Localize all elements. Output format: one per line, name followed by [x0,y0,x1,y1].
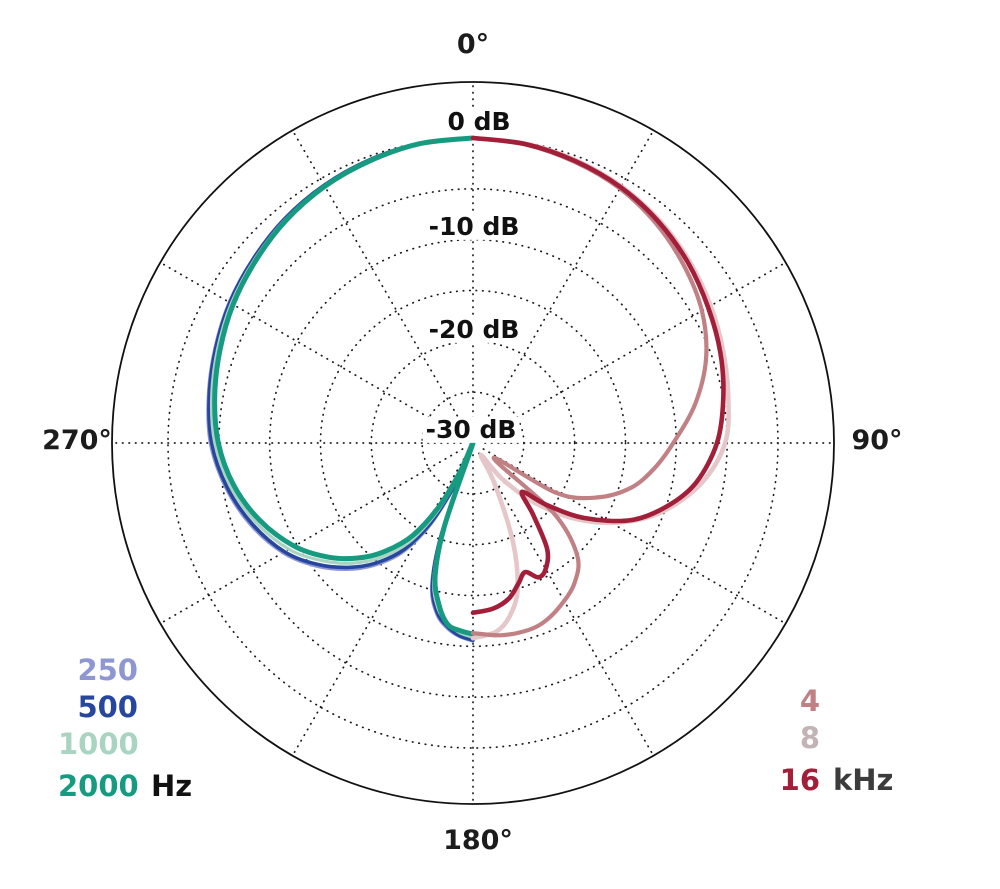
db-label-30: -30 dB [422,416,520,444]
series-curves [206,135,731,643]
angle-label-0: 0° [456,28,490,60]
db-label-0: 0 dB [444,108,514,136]
legend-item-1000: 1000 [58,727,192,764]
grid-spoke-60deg [482,261,787,438]
legend-low-frequencies: 250 500 1000 2000 Hz [58,653,192,806]
db-label-20: -20 dB [425,316,523,344]
legend-label-250: 250 [77,653,138,687]
grid-spoke-30deg [478,129,655,434]
grid-ring--20dB [370,340,576,546]
legend-high-frequencies: 4 8 16 kHz [758,684,894,800]
legend-label-8: 8 [799,721,820,755]
legend-label-16: 16 [779,763,820,797]
legend-label-4: 4 [799,684,820,718]
grid-spoke-330deg [291,129,468,434]
grid-ring--15dB [319,289,627,597]
grid-ring--10dB [268,238,678,648]
legend-item-250: 250 [58,653,192,690]
angle-label-270: 270° [42,424,112,456]
db-label-10: -10 dB [425,213,523,241]
legend-label-2000: 2000 [58,769,139,803]
legend-item-4: 4 [758,684,893,721]
legend-item-2000: 2000 Hz [58,769,192,806]
grid-spoke-300deg [159,261,464,438]
series-curve-2000Hz [212,135,476,637]
angle-label-180: 180° [443,824,513,856]
grid-spoke-120deg [482,448,787,625]
grid-spoke-240deg [159,448,464,625]
legend-item-8: 8 [758,721,893,758]
series-curve-4kHz [470,135,709,638]
series-curve-16kHz [470,135,726,616]
legend-label-1000: 1000 [58,727,139,761]
legend-unit-hz: Hz [151,769,193,803]
outer-circle [111,81,835,805]
legend-label-500: 500 [77,690,138,724]
grid-spoke-210deg [291,452,468,757]
legend-unit-khz: kHz [833,763,894,797]
angle-label-90: 90° [851,424,903,456]
legend-item-500: 500 [58,690,192,727]
grid-spoke-150deg [478,452,655,757]
legend-item-16: 16 kHz [758,763,894,800]
